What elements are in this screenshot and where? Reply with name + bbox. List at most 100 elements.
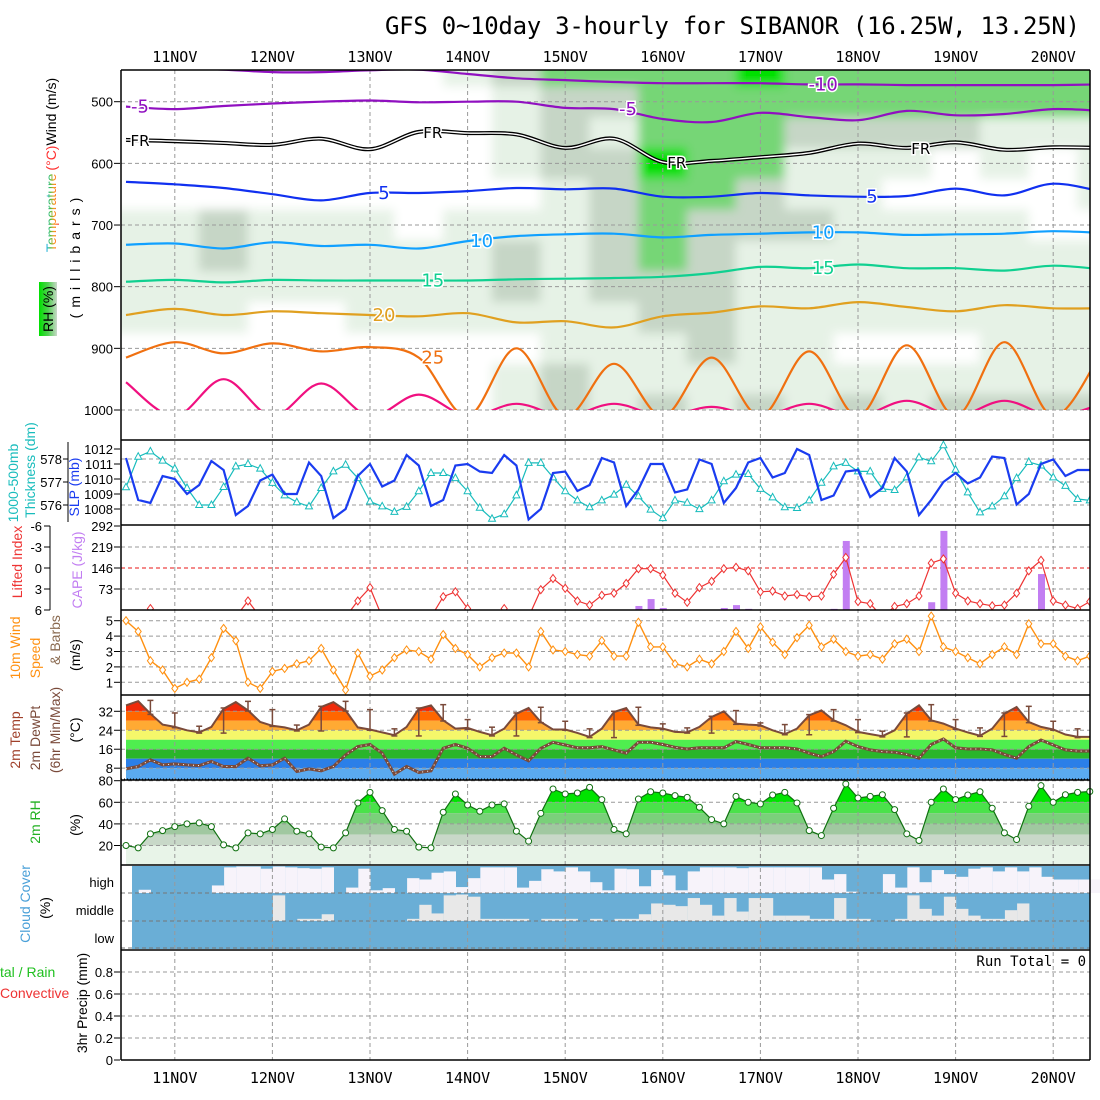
rh-cell: [491, 240, 541, 272]
minmax-bar: [367, 708, 373, 732]
wind-speed-point: [512, 648, 521, 658]
wind-speed-point: [805, 620, 813, 631]
wind-speed-point: [988, 649, 996, 660]
wind-speed-point: [915, 646, 923, 657]
cloud-middle-bar: [431, 913, 444, 921]
minmax-bar: [830, 708, 837, 722]
isotherm-line: [125, 341, 1090, 410]
day-label-bottom: 11NOV: [152, 1069, 197, 1087]
wind-speed-point: [610, 651, 618, 661]
thickness-point: [182, 482, 192, 491]
lifted-index-point: [964, 596, 972, 606]
wind-speed-point: [439, 629, 447, 640]
thickness-point: [524, 457, 533, 466]
rh-cell: [687, 394, 737, 410]
wind-speed-point: [1049, 638, 1057, 649]
cloud-middle-bar: [980, 918, 993, 921]
temp-tick-label: 24: [99, 723, 113, 738]
thickness-point: [194, 499, 204, 508]
wind-speed-point: [854, 651, 862, 661]
pressure-tick-label: 500: [91, 95, 113, 110]
minmax-bar: [977, 727, 983, 738]
wind-speed-point: [488, 652, 496, 663]
rh-cell: [1077, 394, 1090, 410]
cloud-high-bar: [675, 890, 688, 893]
cloud-high-bar: [321, 867, 334, 893]
thickness-tick-label: 576: [40, 498, 62, 513]
rh-point: [1049, 798, 1057, 806]
wind-speed-point: [463, 649, 472, 660]
cloud-high-bar: [577, 871, 591, 893]
slp-tick-label: 1010: [84, 472, 113, 487]
thickness-point: [573, 495, 582, 504]
wind-speed-point: [903, 634, 911, 645]
rh-point: [854, 794, 862, 802]
rh-cell: [394, 70, 444, 87]
rh-cell: [296, 363, 346, 396]
minmax-bar: [781, 723, 788, 736]
rh-point: [1000, 829, 1008, 837]
thickness-point: [841, 457, 851, 466]
cloud-middle-bar: [797, 915, 810, 921]
temperature-band: [126, 720, 1090, 731]
thickness-point: [756, 483, 765, 492]
cloud-high-bar: [260, 868, 273, 893]
cape-bar: [635, 605, 643, 610]
li-tick-label: -3: [30, 540, 42, 555]
lifted-index-point: [1012, 588, 1021, 599]
rh-point: [830, 804, 838, 812]
day-label-top: 13NOV: [347, 48, 392, 66]
temperature-band: [126, 749, 1090, 759]
isotherm-label: 10: [812, 222, 835, 243]
rh-cell: [882, 363, 932, 396]
rh-cell: [979, 70, 1029, 87]
rh-point: [500, 800, 508, 808]
lifted-index-point: [561, 583, 569, 594]
lifted-index-point: [903, 598, 911, 609]
rh-point: [915, 837, 923, 845]
isotherm-label: -5: [619, 99, 637, 120]
rh-point: [122, 842, 130, 849]
day-label-top: 17NOV: [738, 48, 783, 66]
wind-speed-point: [280, 663, 289, 674]
rh-point: [769, 791, 777, 799]
rh-cell: [491, 178, 541, 211]
wind-speed-point: [634, 617, 643, 628]
rh-label-2: (%): [67, 814, 83, 836]
cloud-middle-bar: [272, 895, 286, 921]
thickness-point: [1012, 473, 1021, 482]
wind-speed-point: [744, 643, 752, 654]
rh-cell: [121, 178, 151, 211]
thickness-point: [609, 489, 619, 498]
cloud-high-bar: [553, 871, 566, 893]
cloud-high-bar: [992, 871, 1005, 893]
rh-point: [952, 796, 960, 804]
cloud-high-bar: [797, 867, 810, 893]
cape-tick-label: 292: [91, 519, 113, 534]
cape-bar: [659, 607, 667, 610]
cloud-high-bar: [712, 867, 725, 893]
lifted-index-point: [1061, 600, 1070, 610]
rh-point: [195, 819, 203, 827]
cloud-high-bar: [529, 880, 542, 893]
cloud-high-bar: [821, 879, 835, 893]
cloud-middle-bar: [297, 918, 310, 921]
dewpoint-line: [125, 737, 1090, 777]
thickness-point: [695, 504, 704, 513]
wind-tick-label: 3: [106, 645, 113, 660]
cloud-high-bar: [724, 867, 737, 893]
rh-label-1: 2m RH: [27, 800, 43, 844]
wind-speed-point: [402, 645, 411, 655]
wind-speed-point: [1012, 649, 1021, 660]
cloud-high-bar: [809, 867, 822, 893]
rh-band: [126, 823, 1090, 835]
cloud-high-bar: [236, 866, 249, 893]
rh-point: [756, 800, 764, 808]
cloud-middle-bar: [943, 896, 957, 921]
cloud-middle-bar: [663, 904, 676, 921]
cloud-middle-bar: [785, 915, 798, 921]
rh-point: [988, 804, 996, 812]
minmax-bar: [513, 712, 520, 737]
cloud-high-bar: [834, 874, 847, 893]
lifted-index-point: [805, 591, 813, 602]
